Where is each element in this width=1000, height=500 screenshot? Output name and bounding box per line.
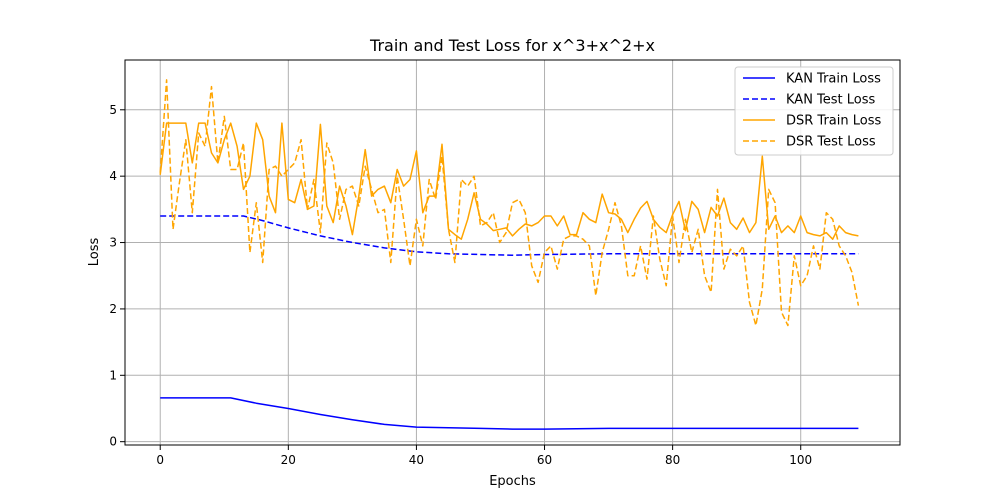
x-axis-ticks: 0 20 40 60 80 100 <box>156 445 812 467</box>
chart-title: Train and Test Loss for x^3+x^2+x <box>369 36 655 55</box>
y-axis-ticks: 0 1 2 3 4 5 <box>109 103 125 449</box>
series-line-kan-test-loss <box>160 215 859 256</box>
series-line-kan-train-loss <box>160 397 859 430</box>
y-tick-label: 3 <box>109 236 117 250</box>
legend-label: KAN Test Loss <box>786 93 876 108</box>
y-tick-label: 2 <box>109 302 117 316</box>
y-axis-label: Loss <box>87 238 102 267</box>
x-axis-label: Epochs <box>489 474 536 489</box>
x-tick-label: 0 <box>156 453 164 467</box>
y-tick-label: 4 <box>109 169 117 183</box>
legend-box <box>734 66 894 156</box>
y-tick-label: 1 <box>109 368 117 382</box>
legend-label: DSR Train Loss <box>786 114 881 129</box>
series-line-dsr-train-loss <box>159 122 859 240</box>
series-line-dsr-test-loss <box>159 79 860 327</box>
grid-lines <box>125 60 900 445</box>
legend-label: KAN Train Loss <box>786 72 881 87</box>
x-tick-label: 20 <box>281 453 296 467</box>
x-tick-label: 100 <box>789 453 812 467</box>
legend: KAN Train Loss KAN Test Loss DSR Train Los… <box>734 66 894 156</box>
plot-area-frame <box>124 59 901 446</box>
series-lines <box>159 79 860 430</box>
x-tick-label: 60 <box>537 453 552 467</box>
x-tick-label: 80 <box>665 453 680 467</box>
y-tick-label: 5 <box>109 103 117 117</box>
y-tick-label: 0 <box>109 435 117 449</box>
x-tick-label: 40 <box>409 453 424 467</box>
legend-label: DSR Test Loss <box>786 135 876 150</box>
